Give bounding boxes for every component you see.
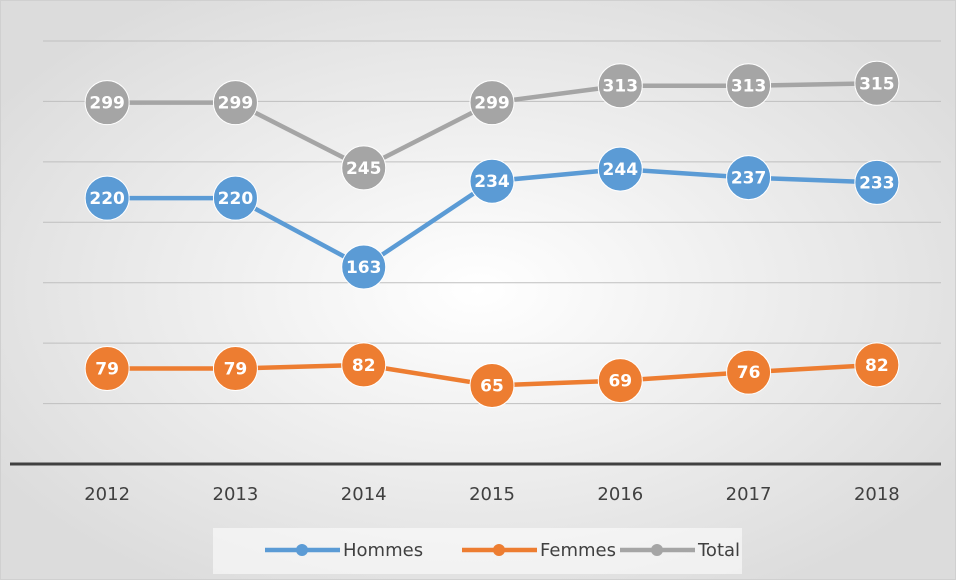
x-tick-label: 2016 <box>597 484 643 505</box>
data-point <box>726 155 772 201</box>
x-tick-label: 2017 <box>726 484 772 505</box>
legend-label: Femmes <box>540 540 616 561</box>
data-label: 237 <box>731 169 767 189</box>
data-point <box>726 63 772 109</box>
x-tick-label: 2018 <box>854 484 900 505</box>
legend: Hommes Femmes Total <box>265 540 740 561</box>
data-point <box>341 244 387 290</box>
data-label: 299 <box>89 94 125 114</box>
data-label: 315 <box>859 74 895 94</box>
data-point <box>84 80 130 126</box>
data-point <box>854 159 900 205</box>
data-point <box>212 346 258 392</box>
data-label: 220 <box>89 189 125 209</box>
data-label: 299 <box>218 94 254 114</box>
data-label: 82 <box>352 356 376 376</box>
data-point <box>84 175 130 221</box>
data-label: 234 <box>474 172 510 192</box>
data-label: 82 <box>865 356 889 376</box>
data-label: 299 <box>474 94 510 114</box>
data-point <box>854 342 900 388</box>
series-markers: 220 220 163 234 244 237 233 79 79 82 65 69 76 82 299 29… <box>84 60 900 408</box>
x-tick-label: 2015 <box>469 484 515 505</box>
data-label: 233 <box>859 173 895 193</box>
data-label: 79 <box>224 360 248 380</box>
data-label: 79 <box>95 360 119 380</box>
data-point <box>341 145 387 191</box>
data-point <box>597 63 643 109</box>
legend-marker <box>651 544 663 556</box>
data-point <box>597 146 643 192</box>
data-label: 69 <box>608 372 632 392</box>
legend-marker <box>493 544 505 556</box>
data-point <box>212 175 258 221</box>
data-point <box>469 158 515 204</box>
legend-label: Total <box>697 540 740 561</box>
x-tick-label: 2013 <box>213 484 259 505</box>
legend-label: Hommes <box>343 540 423 561</box>
data-label: 313 <box>603 77 639 97</box>
data-label: 65 <box>480 376 504 396</box>
data-label: 245 <box>346 159 382 179</box>
x-tick-label: 2014 <box>341 484 387 505</box>
data-label: 163 <box>346 258 382 278</box>
data-point <box>597 358 643 404</box>
data-point <box>854 60 900 106</box>
data-label: 313 <box>731 77 767 97</box>
data-point <box>469 362 515 408</box>
data-point <box>341 342 387 388</box>
x-tick-label: 2012 <box>84 484 130 505</box>
data-point <box>84 346 130 392</box>
data-label: 220 <box>218 189 254 209</box>
data-point <box>726 349 772 395</box>
data-point <box>212 80 258 126</box>
data-label: 76 <box>737 363 761 383</box>
data-point <box>469 80 515 126</box>
legend-marker <box>296 544 308 556</box>
data-label: 244 <box>603 160 639 180</box>
